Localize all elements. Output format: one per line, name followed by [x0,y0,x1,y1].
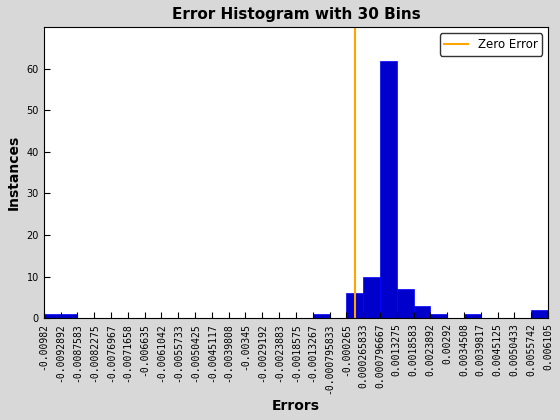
Bar [380,60,396,318]
Bar [431,314,447,318]
Zero Error [351,315,358,320]
Bar [44,314,60,318]
X-axis label: Errors: Errors [272,399,320,413]
Bar [312,314,329,318]
Bar [346,293,363,318]
Bar [531,310,548,318]
Title: Error Histogram with 30 Bins: Error Histogram with 30 Bins [171,7,420,22]
Zero Error [351,312,358,317]
Bar [464,314,481,318]
Legend: Zero Error: Zero Error [440,33,542,55]
Y-axis label: Instances: Instances [7,135,21,210]
Bar [60,314,77,318]
Bar [363,277,380,318]
Bar [414,306,431,318]
Bar [396,289,414,318]
